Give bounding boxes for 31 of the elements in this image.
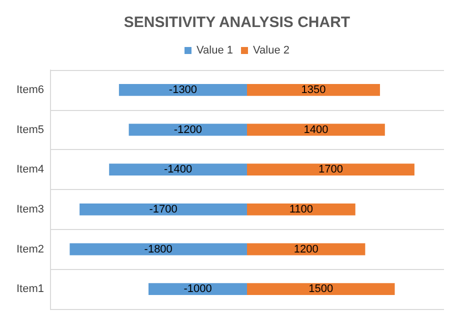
y-tick-label: Item5	[16, 124, 44, 136]
data-label: 1100	[289, 203, 314, 216]
bar	[118, 84, 247, 96]
data-label: -1300	[168, 84, 198, 96]
y-tick-label: Item2	[16, 243, 44, 256]
data-label: -1400	[164, 164, 192, 176]
data-label: 1350	[301, 84, 326, 96]
data-label: 1700	[318, 164, 343, 176]
data-label: 1500	[308, 283, 334, 296]
y-tick-label: Item1	[16, 283, 44, 296]
bar	[148, 283, 247, 296]
data-label: -1800	[144, 243, 172, 256]
data-label: -1700	[149, 203, 178, 216]
data-label: 1400	[304, 124, 328, 136]
legend-label: Value 2	[253, 44, 290, 56]
legend-label: Value 1	[196, 44, 234, 56]
bar	[109, 164, 247, 176]
bar	[247, 84, 380, 96]
bar	[247, 283, 395, 296]
chart-title: SENSITIVITY ANALYSIS CHART	[124, 14, 350, 31]
bar	[247, 164, 414, 176]
bar	[70, 243, 247, 256]
bar	[247, 124, 385, 136]
y-tick-label: Item4	[16, 164, 44, 176]
bar	[247, 203, 356, 216]
y-tick-label: Item6	[16, 84, 44, 96]
y-tick-label: Item3	[16, 203, 44, 216]
data-label: 1200	[294, 243, 318, 256]
bar	[80, 203, 247, 216]
data-label: -1200	[174, 124, 202, 136]
data-label: -1000	[184, 283, 212, 296]
